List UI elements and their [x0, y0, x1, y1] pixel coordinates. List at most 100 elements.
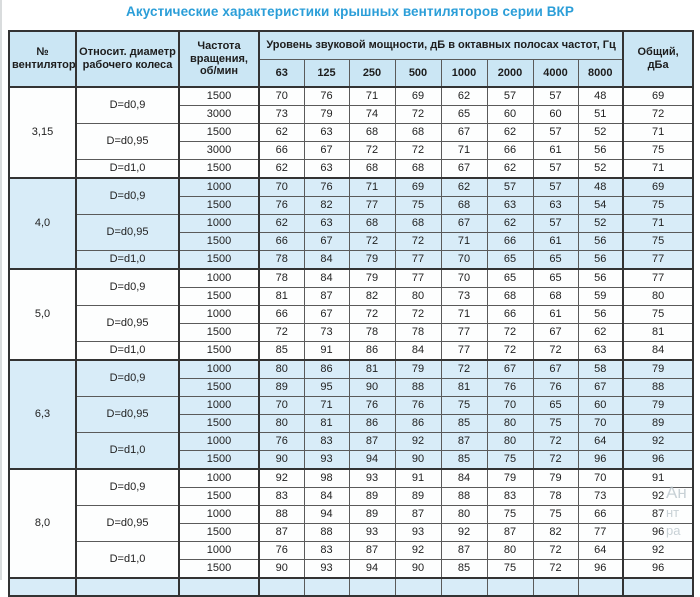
table-row: D=d0,95 1000 88 94 89 87 80 75 75 66 87 — [9, 505, 694, 542]
header-row-main: № вентилятора Относит. диаметр рабочего … — [8, 30, 694, 88]
spl-value-cell: 88 — [303, 523, 350, 542]
spl-value-cell: 89 — [258, 378, 305, 397]
spl-value-cell: 83 — [258, 487, 305, 506]
spl-value-cell: 76 — [303, 86, 350, 106]
rpm-cell: 1000 — [178, 359, 260, 379]
diameter-cell: D=d0,9 — [75, 359, 180, 397]
table-row: D=d1,0 1500 85 91 86 84 77 72 72 63 84 — [9, 341, 694, 361]
spl-value-cell: 56 — [577, 305, 624, 324]
header-frequency-125: 125 — [303, 59, 350, 88]
rpm-cell: 1500 — [178, 287, 260, 306]
rpm-cell: 1000 — [178, 396, 260, 415]
spl-value-cell: 72 — [532, 559, 579, 579]
spl-value-cell: 75 — [486, 505, 534, 524]
spl-value-cell: 52 — [577, 123, 624, 142]
header-frequency-2000: 2000 — [486, 59, 534, 88]
spl-value-cell: 72 — [440, 359, 488, 379]
spl-value-cell: 61 — [532, 232, 579, 251]
header-frequency-500: 500 — [394, 59, 442, 88]
total-cell: 71 — [622, 159, 694, 179]
spl-value-cell: 89 — [394, 487, 442, 506]
spl-value-cell: 80 — [440, 505, 488, 524]
spl-value-cell: 71 — [440, 232, 488, 251]
total-cell: 79 — [622, 359, 694, 379]
fan-number-cell: 4,0 — [8, 177, 77, 270]
spl-value-cell: 76 — [532, 378, 579, 397]
spl-value-cell: 62 — [258, 159, 305, 179]
header-total: Общий, дБа — [622, 30, 694, 88]
spl-value-cell: 67 — [303, 232, 350, 251]
fan-number-cell: 8,0 — [8, 468, 77, 579]
rpm-cell: 1000 — [178, 432, 260, 451]
spl-value-cell: 67 — [303, 305, 350, 324]
spl-value-cell: 77 — [394, 268, 442, 288]
spl-value-cell: 63 — [486, 196, 534, 215]
spl-value-cell: 70 — [440, 268, 488, 288]
spl-value-cell: 76 — [303, 177, 350, 197]
spl-value-cell: 76 — [348, 396, 396, 415]
table-row: 3,15 D=d0,9 1500 70 76 71 69 62 57 57 48 69 — [8, 86, 694, 179]
spl-value-cell: 75 — [486, 559, 534, 579]
spl-value-cell: 63 — [303, 123, 350, 142]
spl-value-cell: 92 — [440, 523, 488, 542]
spl-value-cell: 68 — [394, 123, 442, 142]
spl-value-cell: 72 — [258, 323, 305, 342]
table-row: 1500 89 95 90 88 81 76 76 67 88 — [9, 378, 694, 397]
spl-value-cell: 92 — [394, 541, 442, 560]
rpm-cell: 1500 — [178, 414, 260, 433]
spl-value-cell: 77 — [348, 196, 396, 215]
spl-value-cell: 80 — [258, 414, 305, 433]
spl-value-cell: 70 — [258, 86, 305, 106]
spl-value-cell: 69 — [394, 177, 442, 197]
spl-value-cell: 87 — [440, 541, 488, 560]
spl-value-cell: 60 — [486, 105, 534, 124]
rpm-cell: 1000 — [178, 305, 260, 324]
diameter-cell: D=d0,9 — [75, 268, 180, 306]
spl-value-cell: 60 — [577, 396, 624, 415]
spl-value-cell: 93 — [394, 523, 442, 542]
total-cell: 71 — [622, 214, 694, 233]
spl-value-cell: 64 — [577, 541, 624, 560]
spl-value-cell: 81 — [440, 378, 488, 397]
spl-value-cell: 56 — [577, 250, 624, 270]
spl-value-cell: 66 — [486, 141, 534, 160]
spl-value-cell: 60 — [532, 105, 579, 124]
spl-value-cell: 90 — [394, 450, 442, 470]
table-body: 3,15 D=d0,9 1500 70 76 71 69 62 57 57 48 69 3000 73 79… — [8, 86, 694, 597]
spl-value-cell: 72 — [532, 341, 579, 361]
spl-value-cell: 68 — [348, 159, 396, 179]
spl-value-cell: 70 — [486, 396, 534, 415]
spl-value-cell: 87 — [258, 523, 305, 542]
spl-value-cell: 75 — [394, 196, 442, 215]
spl-value-cell — [532, 577, 579, 597]
spl-value-cell: 68 — [394, 214, 442, 233]
spl-value-cell — [394, 577, 442, 597]
spl-value-cell: 67 — [440, 159, 488, 179]
spl-value-cell: 68 — [532, 287, 579, 306]
header-spl-span: Уровень звуковой мощности, дБ в октавных… — [258, 30, 624, 60]
rpm-cell: 1000 — [178, 468, 260, 488]
spl-value-cell: 62 — [258, 214, 305, 233]
spl-value-cell: 52 — [577, 214, 624, 233]
spl-value-cell: 70 — [577, 414, 624, 433]
spl-value-cell: 87 — [440, 432, 488, 451]
spl-value-cell: 70 — [258, 396, 305, 415]
total-cell: 75 — [622, 232, 694, 251]
spl-value-cell: 80 — [394, 287, 442, 306]
spl-value-cell: 71 — [440, 141, 488, 160]
spl-value-cell: 94 — [348, 559, 396, 579]
spl-value-cell: 52 — [577, 159, 624, 179]
spl-value-cell: 92 — [258, 468, 305, 488]
table-row: D=d1,0 1000 76 83 87 92 87 80 72 64 92 — [9, 541, 694, 579]
table-row: 1500 81 87 82 80 73 68 68 59 80 — [9, 287, 694, 306]
spl-value-cell: 80 — [258, 359, 305, 379]
rpm-cell: 1000 — [178, 177, 260, 197]
spl-value-cell — [486, 577, 534, 597]
spl-value-cell: 92 — [394, 432, 442, 451]
total-cell: 69 — [622, 86, 694, 106]
spl-value-cell: 86 — [303, 359, 350, 379]
rpm-cell: 1500 — [178, 323, 260, 342]
spl-value-cell — [258, 577, 305, 597]
spl-value-cell: 85 — [440, 450, 488, 470]
table-row: 1500 80 81 86 86 85 80 75 70 89 — [9, 414, 694, 433]
